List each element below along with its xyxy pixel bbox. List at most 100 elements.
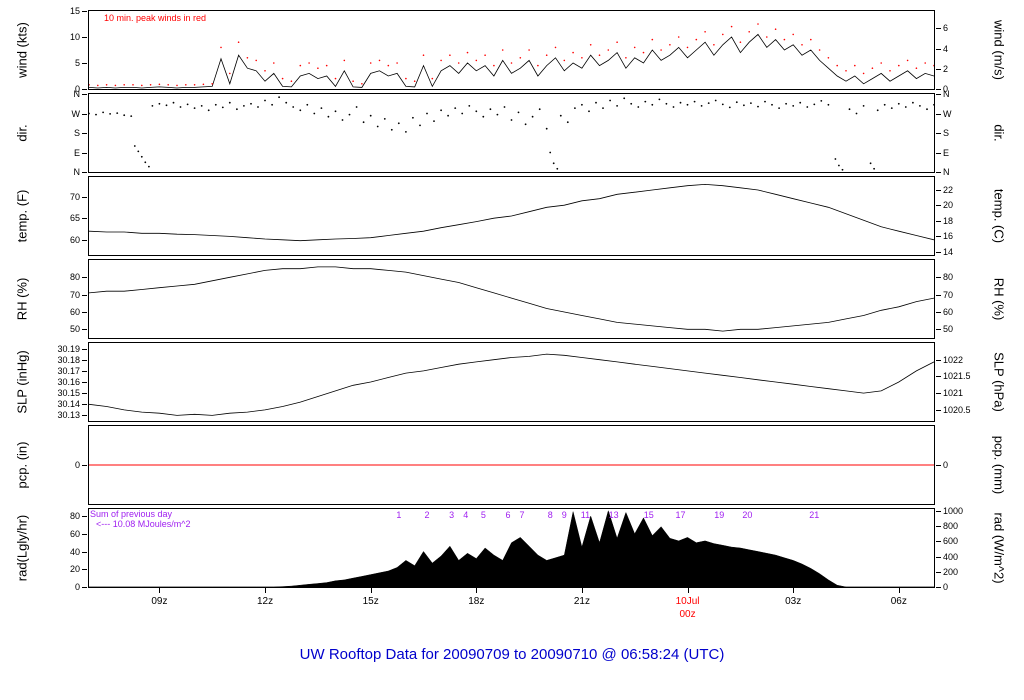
temp-right-tick-label: 16 <box>943 231 954 242</box>
dir-left-tick-label: W <box>71 108 81 119</box>
rh-right-tick <box>936 312 941 313</box>
temp-right-tick <box>936 205 941 207</box>
dir-left-tick <box>82 133 87 134</box>
dir-left-tick <box>82 152 87 154</box>
rh-plot <box>88 266 935 332</box>
wind-left-tick <box>82 11 87 12</box>
x-tick-18z <box>476 588 478 593</box>
wind-peak-note: 10 min. peak winds in red <box>104 13 207 23</box>
rh-left-tick <box>82 329 87 331</box>
temp-left-tick-label: 65 <box>69 213 80 224</box>
dir-left-tick <box>82 172 87 173</box>
dir-left-tick-label: E <box>73 147 80 158</box>
dir-right-tick <box>936 172 941 173</box>
rad-left-tick <box>82 587 87 588</box>
temp-right-tick <box>936 189 941 191</box>
rh-left-tick <box>82 312 87 313</box>
rad-right-tick-label: 200 <box>943 566 959 577</box>
rad-area <box>89 509 934 588</box>
dir-left-tick-label: S <box>73 128 80 138</box>
slp-right-tick-label: 1020.5 <box>943 404 971 415</box>
x-tick-09z <box>159 588 161 593</box>
rad-left-tick <box>82 551 87 553</box>
x-tick-21z <box>581 588 583 593</box>
dir-right-tick-label: W <box>943 108 952 119</box>
temp-left-tick <box>82 218 87 220</box>
rad-right-tick-label: 1000 <box>943 505 964 516</box>
rad-left-tick <box>82 569 87 571</box>
pcp-left-tick <box>82 465 87 466</box>
x-tick-03z <box>793 588 795 593</box>
panel-wind <box>88 10 935 90</box>
wind-left-tick-label: 10 <box>69 32 80 42</box>
slp-left-tick <box>82 348 87 350</box>
x-tick-label-18z: 18z <box>468 596 485 607</box>
rad-hour-mark-7: 7 <box>519 510 525 520</box>
rad-left-tick-label: 60 <box>69 528 80 539</box>
slp-left-tick-label: 30.17 <box>57 365 80 376</box>
rh-left-tick-label: 80 <box>69 272 80 283</box>
pcp-right-tick-label: 0 <box>943 460 949 470</box>
rad-hour-mark-13: 13 <box>608 510 619 520</box>
dir-right-tick-label: E <box>943 147 950 158</box>
rad-right-tick <box>936 510 941 512</box>
slp-left-tick <box>82 382 87 383</box>
wind-right-tick <box>936 68 941 70</box>
slp-left-tick-label: 30.19 <box>57 343 80 354</box>
x-tick-label-06z: 06z <box>890 596 907 607</box>
rad-hour-mark-1: 1 <box>396 510 402 520</box>
wind-plot <box>88 23 935 89</box>
rad-hour-mark-8: 8 <box>547 510 553 520</box>
temp-line <box>88 183 935 242</box>
wind-left-tick-label: 5 <box>74 58 80 68</box>
x-tick-06z <box>898 588 900 593</box>
rad-hour-mark-9: 9 <box>561 510 567 520</box>
dir-right-tick <box>936 152 941 154</box>
wind-peak-points <box>88 23 935 87</box>
rad-right-tick-label: 800 <box>943 521 959 532</box>
rad-right-axis-label: rad (W/m^2) <box>991 512 1007 584</box>
rh-left-tick-label: 60 <box>69 307 80 317</box>
x-tick-12z <box>265 588 267 593</box>
rad-hour-mark-21: 21 <box>809 510 820 520</box>
rh-left-tick-label: 70 <box>69 289 80 300</box>
pcp-plot <box>89 464 934 466</box>
temp-right-tick <box>936 251 941 253</box>
rad-hour-mark-4: 4 <box>463 510 469 520</box>
rad-hour-mark-11: 11 <box>580 510 591 520</box>
slp-left-tick <box>82 370 87 372</box>
pcp-right-axis-label: pcp. (mm) <box>991 435 1007 495</box>
rad-left-tick <box>82 516 87 518</box>
rad-right-tick <box>936 541 941 543</box>
pcp-right-tick <box>936 465 941 466</box>
rad-right-tick <box>936 526 941 528</box>
wind-left-axis-label: wind (kts) <box>14 22 30 78</box>
rad-hour-mark-3: 3 <box>449 510 455 520</box>
rad-left-tick-label: 0 <box>74 582 80 592</box>
rh-right-tick-label: 70 <box>943 289 954 300</box>
temp-left-tick-label: 70 <box>69 191 80 202</box>
dir-left-tick-label: N <box>73 167 81 177</box>
dir-right-tick <box>936 94 941 95</box>
wind-left-tick <box>82 89 87 90</box>
slp-right-axis-label: SLP (hPa) <box>991 352 1007 412</box>
slp-right-tick <box>936 393 941 395</box>
slp-right-tick <box>936 409 941 411</box>
temp-right-tick-label: 20 <box>943 200 954 211</box>
dir-plot <box>88 96 935 171</box>
x-tick-label-10Jul: 10Jul <box>675 596 700 607</box>
dir-right-tick-label: N <box>943 89 950 99</box>
rh-right-tick-label: 80 <box>943 272 954 283</box>
dir-right-tick <box>936 133 941 134</box>
x-tick-label-12z: 12z <box>256 596 274 607</box>
x-tick-label-15z: 15z <box>362 596 379 607</box>
rad-hour-mark-19: 19 <box>714 510 725 520</box>
rh-right-tick <box>936 329 941 331</box>
wind-right-tick <box>936 89 941 90</box>
temp-right-tick <box>936 236 941 238</box>
rad-sum-note-line2: <--- 10.08 MJoules/m^2 <box>96 519 191 529</box>
rad-hour-mark-17: 17 <box>675 510 686 520</box>
slp-line <box>88 353 935 416</box>
rad-right-tick <box>936 587 941 588</box>
